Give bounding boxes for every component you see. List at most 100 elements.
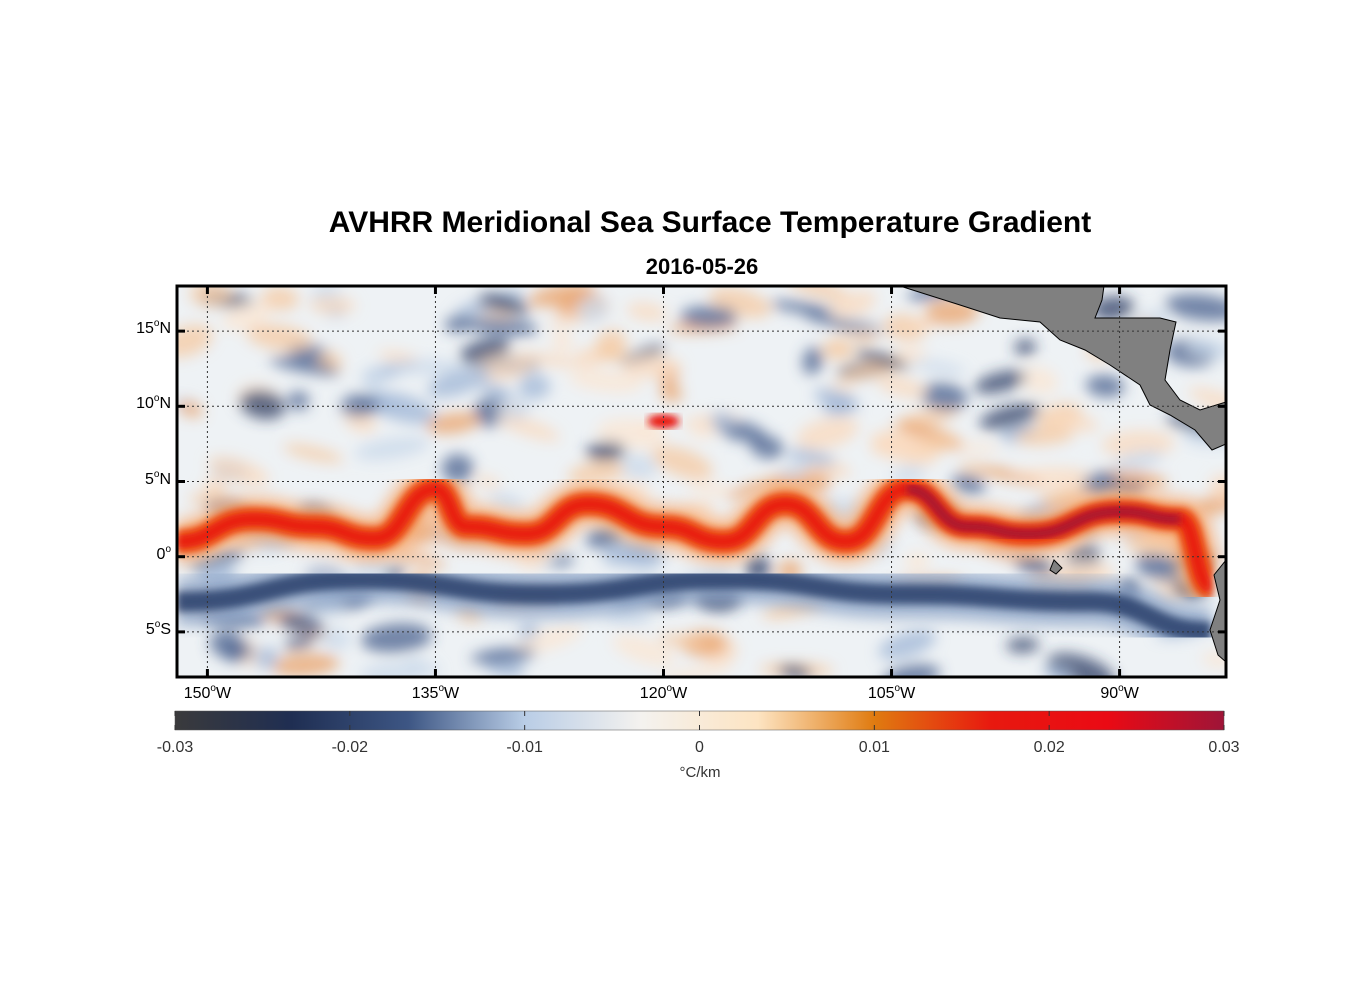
field-blob — [513, 351, 585, 368]
field-blob — [480, 382, 514, 402]
colorbar-tick-label: 0 — [695, 739, 704, 756]
field-blob — [518, 374, 551, 400]
south-america-land — [1209, 559, 1226, 663]
field-blob — [680, 305, 738, 328]
field-blob — [222, 300, 273, 331]
field-blob — [796, 416, 859, 450]
field-blob — [876, 375, 928, 399]
field-blob — [1006, 637, 1040, 653]
field-blob — [359, 662, 426, 677]
field-blob — [320, 628, 352, 650]
colorbar-tick-label: -0.03 — [156, 739, 194, 756]
field-blob — [308, 296, 356, 314]
field-blob — [843, 319, 886, 334]
field-blob — [979, 403, 1041, 430]
field-blob — [1042, 410, 1099, 432]
field-blob — [283, 443, 344, 463]
field-blob — [619, 454, 658, 480]
field-blob — [1014, 339, 1037, 356]
field-blob — [659, 384, 683, 402]
field-blob — [354, 436, 430, 461]
field-blob — [426, 412, 481, 435]
field-blob — [612, 634, 676, 667]
field-blob — [516, 625, 583, 654]
field-blob — [870, 433, 918, 456]
central-america-land — [899, 286, 1226, 451]
colorbar-tick-label: 0.02 — [1033, 739, 1065, 756]
lat-label: 0o — [156, 543, 171, 563]
field-blob — [586, 441, 626, 462]
field-blob — [463, 316, 539, 336]
lon-label: 105oW — [867, 683, 916, 703]
field-blob — [474, 475, 502, 489]
field-blob — [659, 662, 733, 677]
field-blob — [239, 389, 286, 420]
galapagos-land — [1049, 559, 1063, 575]
field-blob — [470, 647, 537, 664]
field-blob — [802, 346, 824, 375]
field-blob — [1165, 293, 1226, 322]
field-blob — [878, 629, 937, 660]
field-blob — [473, 396, 508, 427]
lon-label: 135oW — [411, 683, 460, 703]
field-blob — [1019, 366, 1059, 394]
lat-label: 5oN — [144, 468, 171, 488]
land-layer — [899, 286, 1226, 663]
map-subtitle: 2016-05-26 — [645, 254, 759, 279]
field-blob — [786, 286, 849, 301]
map-title: AVHRR Meridional Sea Surface Temperature… — [328, 206, 1092, 239]
field-blob — [261, 286, 300, 311]
field-blob — [203, 477, 227, 497]
lon-label: 90oW — [1100, 683, 1139, 703]
field-blob — [188, 492, 231, 505]
field-blob — [1047, 653, 1115, 677]
field-blob — [785, 448, 836, 466]
field-blob — [974, 370, 1027, 394]
field-blob — [920, 382, 968, 411]
field-blob — [478, 293, 530, 314]
field-blob — [577, 295, 609, 323]
field-blob — [710, 412, 733, 431]
field-blob — [626, 302, 667, 322]
field-blob — [829, 291, 877, 317]
field-blob — [1009, 468, 1072, 483]
field-blob — [897, 345, 927, 364]
field-blob — [340, 393, 380, 417]
field-blob — [391, 359, 460, 375]
field-blob — [854, 348, 911, 370]
field-blob — [287, 391, 310, 411]
field-blob — [726, 478, 779, 500]
colorbar-tick-label: -0.01 — [506, 739, 543, 756]
field-blob — [779, 464, 808, 478]
field-blob — [911, 359, 966, 376]
field-blob — [907, 318, 937, 331]
field-blob — [1185, 338, 1226, 359]
lat-label: 10oN — [136, 393, 171, 413]
field-blob — [1043, 666, 1074, 677]
field-blob — [978, 466, 1043, 485]
field-blob — [177, 324, 213, 358]
field-blob — [575, 348, 600, 369]
field-blob — [1190, 489, 1226, 517]
field-blob — [360, 623, 433, 653]
field-blob — [254, 646, 279, 669]
colorbar-tick-label: 0.01 — [858, 739, 890, 756]
gridlines — [177, 286, 1226, 677]
field-blob — [1014, 555, 1056, 576]
field-blob — [1135, 551, 1184, 582]
field-blob — [567, 460, 626, 486]
field-blob — [283, 637, 315, 650]
field-blob — [1188, 387, 1226, 415]
field-blob — [551, 555, 575, 568]
field-blob — [223, 641, 252, 663]
field-blob — [189, 548, 246, 570]
field-blob — [620, 354, 682, 379]
field-blob — [551, 328, 573, 353]
field-blob — [686, 481, 736, 497]
field-blob — [822, 339, 852, 361]
field-blob — [278, 611, 325, 636]
lon-label: 150oW — [183, 683, 232, 703]
field-blob — [271, 653, 340, 677]
field-blob — [363, 366, 385, 394]
